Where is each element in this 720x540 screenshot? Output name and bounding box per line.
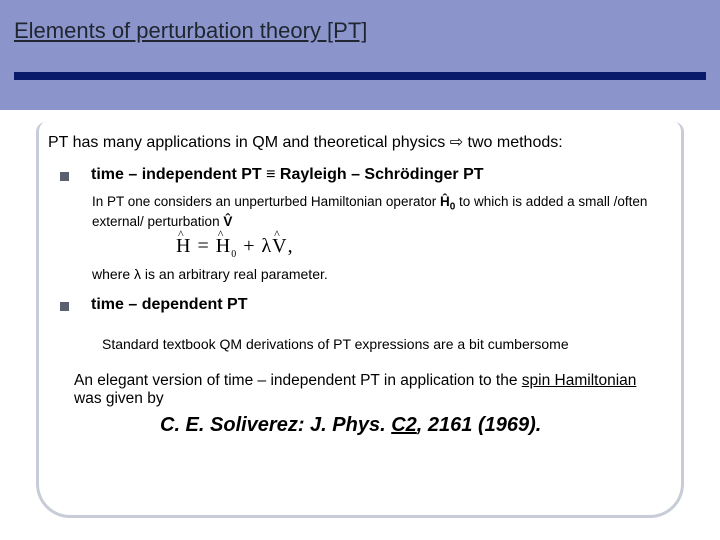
title-wrap: Elements of perturbation theory [PT]: [14, 18, 367, 44]
method1-description: In PT one considers an unperturbed Hamil…: [42, 184, 678, 231]
intro-arrow-icon: ⇨: [450, 134, 463, 151]
elegant-line: An elegant version of time – independent…: [42, 352, 678, 408]
slide-title: Elements of perturbation theory [PT]: [14, 18, 367, 44]
hamiltonian-formula: H = H0 + λV,: [42, 231, 678, 262]
desc-V: V̂: [223, 214, 232, 229]
reference-line: C. E. Soliverez: J. Phys. C2, 2161 (1969…: [42, 408, 678, 437]
elegant-post: was given by: [74, 390, 164, 407]
bullet-row-1: time – independent PT ≡ Rayleigh – Schrö…: [42, 152, 678, 184]
elegant-pre: An elegant version of time – independent…: [74, 372, 522, 389]
standard-line: Standard textbook QM derivations of PT e…: [42, 314, 678, 352]
intro-pre: PT has many applications in QM and theor…: [48, 134, 450, 151]
bullet-icon: [60, 302, 69, 311]
formula-eq1: =: [191, 235, 215, 257]
method2-label: time – dependent PT: [91, 296, 247, 314]
title-underline-bar: [14, 72, 706, 80]
lambda-note: where λ is an arbitrary real parameter.: [42, 262, 678, 282]
intro-line: PT has many applications in QM and theor…: [42, 132, 678, 152]
ref-underline: C2: [391, 414, 417, 436]
intro-post: two methods:: [463, 134, 563, 151]
ref-pre: C. E. Soliverez: J. Phys.: [160, 414, 391, 436]
formula-V: V: [272, 235, 287, 258]
header-band: Elements of perturbation theory [PT]: [0, 0, 720, 110]
desc-H0: Ĥ: [440, 194, 450, 209]
formula-H: H: [176, 235, 191, 258]
content-panel: PT has many applications in QM and theor…: [42, 132, 678, 512]
content-area: PT has many applications in QM and theor…: [0, 110, 720, 512]
formula-plus: + λ: [237, 235, 272, 257]
desc-pre: In PT one considers an unperturbed Hamil…: [92, 194, 440, 209]
ref-post: , 2161 (1969).: [417, 414, 542, 436]
method1-label: time – independent PT ≡ Rayleigh – Schrö…: [91, 166, 484, 184]
elegant-underline: spin Hamiltonian: [522, 372, 637, 389]
method1-post: Rayleigh – Schrödinger PT: [275, 166, 483, 183]
formula-tail: ,: [288, 235, 294, 257]
method1-pre: time – independent PT: [91, 166, 266, 183]
formula-H0: H: [216, 235, 231, 258]
bullet-row-2: time – dependent PT: [42, 282, 678, 314]
bullet-icon: [60, 172, 69, 181]
